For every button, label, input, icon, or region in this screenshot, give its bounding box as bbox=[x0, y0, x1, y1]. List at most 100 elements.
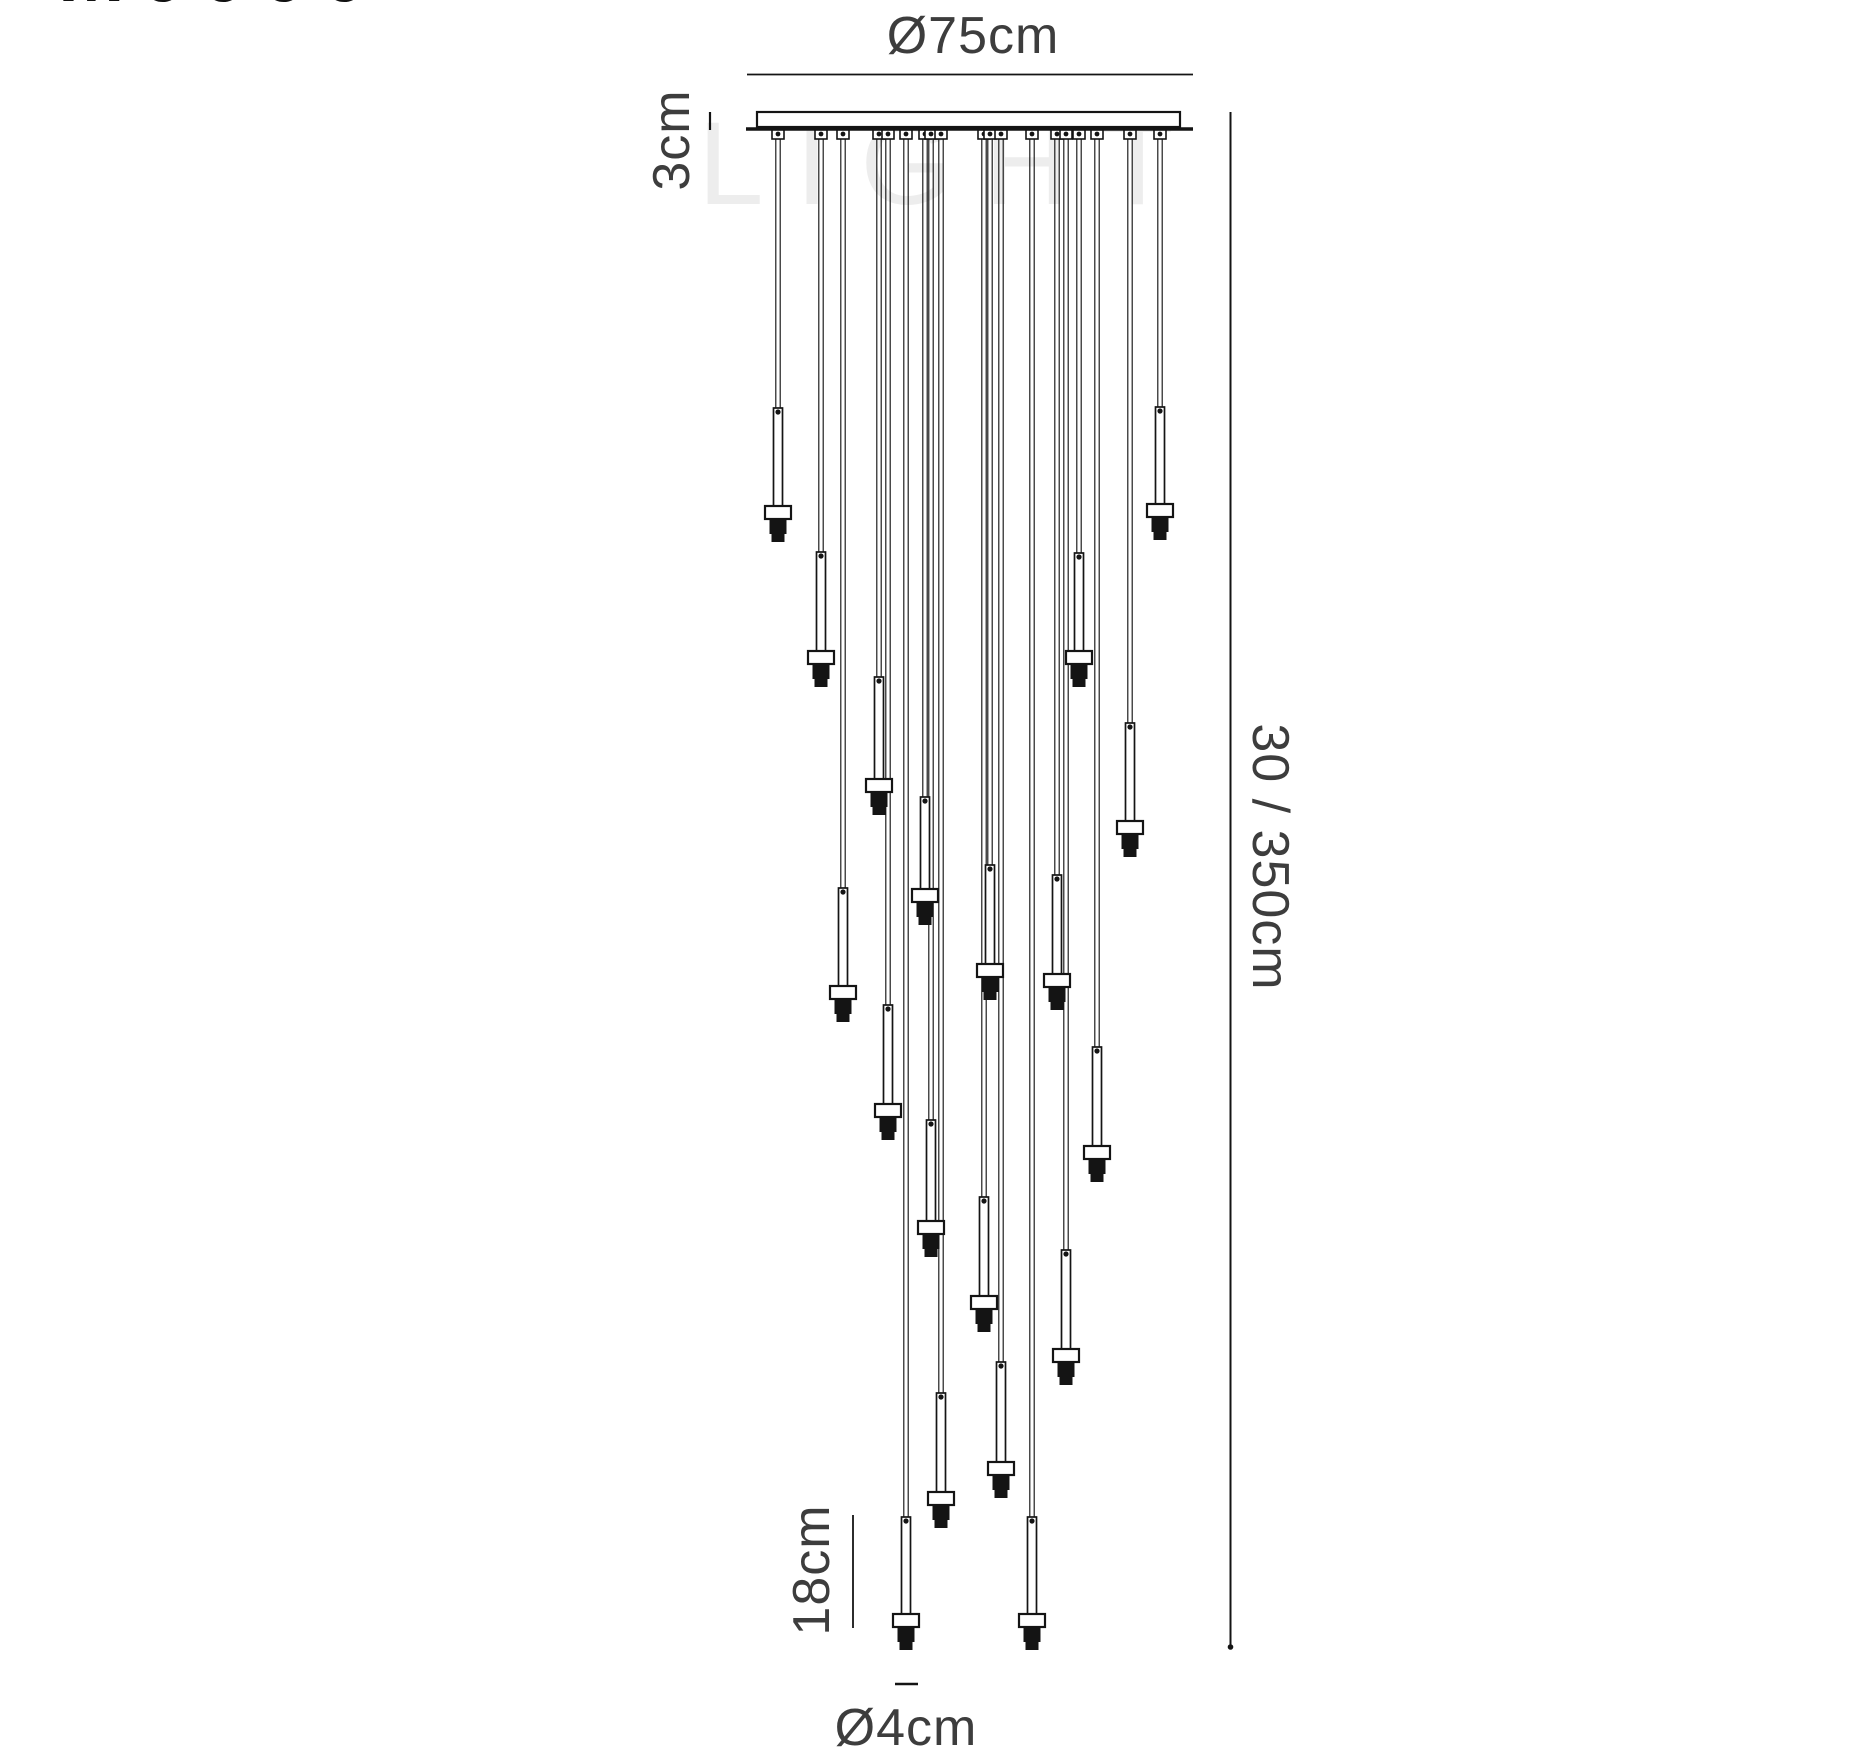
dimension-label-drop-range: 30 / 350cm bbox=[1241, 723, 1299, 991]
pendant-flange bbox=[864, 777, 894, 794]
lamp-socket-tip bbox=[1072, 679, 1086, 687]
pendant-rod bbox=[882, 1004, 894, 1105]
pendant-flange bbox=[1051, 1347, 1081, 1364]
lamp-socket bbox=[981, 977, 999, 992]
pendant-rod bbox=[984, 864, 996, 965]
lamp-socket-tip bbox=[994, 1490, 1008, 1498]
cropped-product-code-text: M0000 bbox=[58, 0, 578, 13]
lamp-socket-tip bbox=[814, 679, 828, 687]
pendant-rod bbox=[1026, 1516, 1038, 1615]
cord-grip-dot bbox=[775, 131, 781, 137]
pendant-rod-top-dot bbox=[1076, 554, 1082, 560]
pendant-rod-top-dot bbox=[1127, 724, 1133, 730]
lamp-socket-tip bbox=[899, 1642, 913, 1650]
pendant-flange bbox=[891, 1612, 921, 1629]
cord-grip-dot bbox=[987, 131, 993, 137]
cord-grip-dot bbox=[818, 131, 824, 137]
dimension-label-pendant-length: 18cm bbox=[783, 1504, 841, 1636]
pendant-rod-top-dot bbox=[818, 553, 824, 559]
pendant-rod-top-dot bbox=[903, 1518, 909, 1524]
lamp-socket bbox=[812, 664, 830, 679]
cord-grip-dot bbox=[876, 131, 882, 137]
lamp-socket bbox=[1151, 517, 1169, 532]
cord-grip-dot bbox=[1063, 131, 1069, 137]
pendant-rod bbox=[900, 1516, 912, 1615]
pendant-rod-top-dot bbox=[840, 889, 846, 895]
pendant-flange bbox=[1082, 1144, 1112, 1161]
cord-grip-dot bbox=[928, 131, 934, 137]
cord-grip-dot bbox=[938, 131, 944, 137]
pendant-rod bbox=[1073, 552, 1085, 652]
lamp-socket-tip bbox=[1090, 1174, 1104, 1182]
lamp-socket-tip bbox=[1153, 532, 1167, 540]
pendant-rod bbox=[873, 676, 885, 780]
lamp-socket-tip bbox=[1050, 1002, 1064, 1010]
pendant-rod bbox=[1154, 406, 1166, 505]
pendant-rod bbox=[1060, 1249, 1072, 1350]
lamp-socket bbox=[1121, 834, 1139, 849]
pendant-rod bbox=[815, 551, 827, 652]
cord-grip-dot bbox=[1094, 131, 1100, 137]
pendant-rod-top-dot bbox=[1054, 876, 1060, 882]
lamp-socket bbox=[769, 519, 787, 534]
pendant-rod-top-dot bbox=[1063, 1251, 1069, 1257]
lamp-socket bbox=[975, 1309, 993, 1324]
cord-grip-dot bbox=[1076, 131, 1082, 137]
pendant-flange bbox=[1042, 972, 1072, 989]
pendant-flange bbox=[1017, 1612, 1047, 1629]
pendant-rod bbox=[1124, 722, 1136, 822]
pendant-flange bbox=[916, 1219, 946, 1236]
lamp-socket-tip bbox=[872, 807, 886, 815]
pendant-rod-top-dot bbox=[1094, 1048, 1100, 1054]
lamp-socket bbox=[834, 999, 852, 1014]
pendant-flange bbox=[910, 887, 940, 904]
pendant-rod-top-dot bbox=[987, 866, 993, 872]
pendant-flange bbox=[1145, 502, 1175, 519]
lamp-socket bbox=[932, 1505, 950, 1520]
cord-grip-dot bbox=[903, 131, 909, 137]
cropped-product-code: M0000 bbox=[58, 0, 578, 13]
lamp-socket-tip bbox=[881, 1132, 895, 1140]
pendant-flange bbox=[986, 1460, 1016, 1477]
pendant-rod-top-dot bbox=[1029, 1518, 1035, 1524]
pendant-rod-top-dot bbox=[981, 1198, 987, 1204]
lamp-socket bbox=[1057, 1362, 1075, 1377]
lamp-socket bbox=[897, 1627, 915, 1642]
pendant-flange bbox=[969, 1294, 999, 1311]
pendant-rod-top-dot bbox=[885, 1006, 891, 1012]
dimension-label-canopy-diameter: Ø75cm bbox=[886, 7, 1060, 65]
lamp-socket bbox=[1048, 987, 1066, 1002]
dimension-label-pendant-diameter: Ø4cm bbox=[834, 1699, 978, 1756]
pendant-rod-top-dot bbox=[928, 1121, 934, 1127]
pendant-rod-top-dot bbox=[876, 678, 882, 684]
cord-grip-dot bbox=[1157, 131, 1163, 137]
lamp-socket-tip bbox=[934, 1520, 948, 1528]
pendant-flange bbox=[926, 1490, 956, 1507]
pendant-flange bbox=[828, 984, 858, 1001]
lamp-socket-tip bbox=[983, 992, 997, 1000]
ceiling-canopy bbox=[755, 110, 1182, 129]
lamp-socket-tip bbox=[771, 534, 785, 542]
pendant-rod bbox=[1051, 874, 1063, 975]
lamp-socket bbox=[916, 902, 934, 917]
pendant-rod bbox=[995, 1361, 1007, 1463]
pendant-rod bbox=[1091, 1046, 1103, 1147]
dimension-line-drop-range-end-dot bbox=[1227, 1644, 1234, 1650]
pendant-rod-top-dot bbox=[775, 409, 781, 415]
pendant-flange bbox=[1064, 649, 1094, 666]
lamp-socket-tip bbox=[1025, 1642, 1039, 1650]
cord-grip-dot bbox=[1127, 131, 1133, 137]
cord-grip-dot bbox=[998, 131, 1004, 137]
pendant-flange bbox=[873, 1102, 903, 1119]
pendant-rod bbox=[772, 407, 784, 507]
lamp-socket-tip bbox=[924, 1249, 938, 1257]
lamp-socket bbox=[1023, 1627, 1041, 1642]
cord-grip-dot bbox=[1029, 131, 1035, 137]
pendant-flange bbox=[806, 649, 836, 666]
lamp-socket bbox=[870, 792, 888, 807]
pendant-flange bbox=[1115, 819, 1145, 836]
lamp-socket-tip bbox=[977, 1324, 991, 1332]
cord-grip-dot bbox=[1054, 131, 1060, 137]
